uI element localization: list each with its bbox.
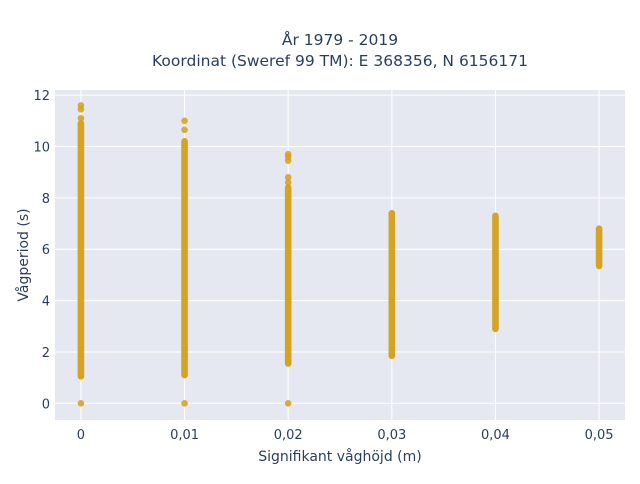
chart-title-line-2: Koordinat (Sweref 99 TM): E 368356, N 61… <box>152 52 528 70</box>
data-point <box>181 126 188 134</box>
y-tick-label: 4 <box>42 295 50 310</box>
data-point <box>77 114 85 122</box>
y-axis-ticks: 0 2 4 6 8 10 12 <box>33 89 50 412</box>
x-tick-label: 0,02 <box>274 428 303 443</box>
data-point <box>77 102 85 109</box>
y-tick-label: 10 <box>33 140 50 155</box>
y-tick-label: 6 <box>42 243 50 258</box>
y-axis-label: Vågperiod (s) <box>15 208 32 301</box>
data-point <box>284 400 292 407</box>
x-tick-label: 0,05 <box>585 428 614 443</box>
x-axis-label: Signifikant våghöjd (m) <box>258 448 421 465</box>
chart-title-line-1: År 1979 - 2019 <box>282 30 398 49</box>
x-tick-label: 0 <box>77 428 85 443</box>
y-tick-label: 8 <box>42 192 50 207</box>
x-tick-label: 0,01 <box>170 428 199 443</box>
data-point <box>77 400 85 407</box>
data-point <box>284 150 292 158</box>
x-tick-label: 0,04 <box>481 428 510 443</box>
y-tick-label: 2 <box>42 346 50 361</box>
data-point <box>284 174 292 181</box>
y-tick-label: 0 <box>42 397 50 412</box>
data-point <box>181 117 188 125</box>
plot-background <box>55 90 625 420</box>
data-point <box>181 400 188 407</box>
y-tick-label: 12 <box>33 89 50 104</box>
data-markers <box>77 102 603 407</box>
x-tick-label: 0,03 <box>377 428 406 443</box>
x-axis-ticks: 0 0,01 0,02 0,03 0,04 0,05 <box>77 428 614 443</box>
data-point <box>284 179 292 186</box>
